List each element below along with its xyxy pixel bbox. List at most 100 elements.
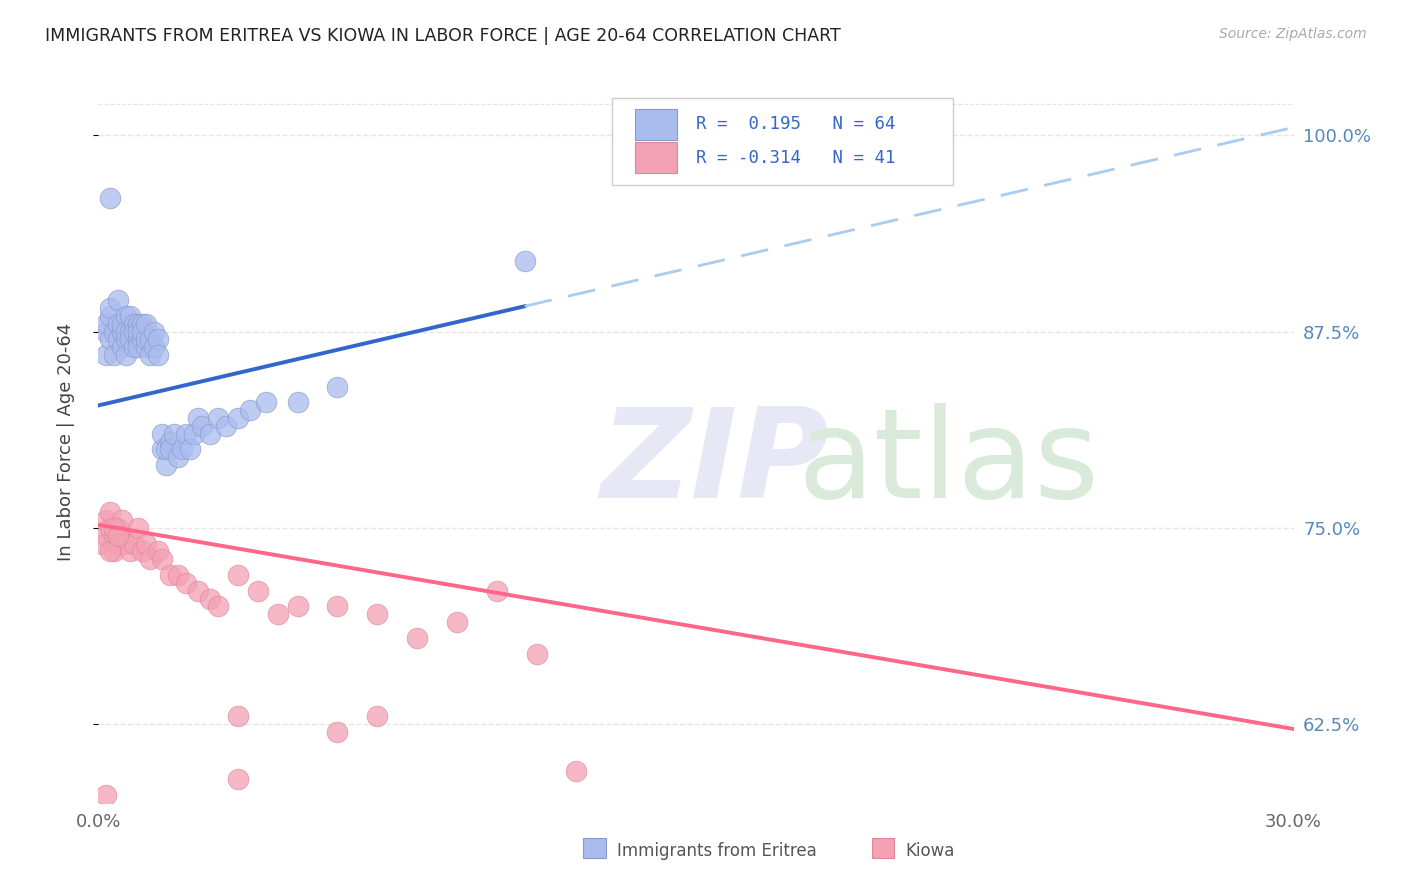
Point xyxy=(167,450,190,465)
Point xyxy=(111,513,134,527)
Point xyxy=(103,521,125,535)
Text: R = -0.314   N = 41: R = -0.314 N = 41 xyxy=(696,149,896,167)
Point xyxy=(96,317,118,331)
Point xyxy=(207,411,229,425)
Point xyxy=(183,426,205,441)
Point xyxy=(115,333,138,347)
Text: Source: ZipAtlas.com: Source: ZipAtlas.com xyxy=(1219,27,1367,41)
Point xyxy=(96,788,118,802)
Point xyxy=(107,317,129,331)
Point xyxy=(107,333,129,347)
Point xyxy=(148,333,170,347)
Point xyxy=(135,333,157,347)
Point xyxy=(127,325,149,339)
Point xyxy=(139,348,162,362)
Point xyxy=(198,591,221,606)
Point xyxy=(179,442,201,457)
Point xyxy=(366,607,388,622)
Text: atlas: atlas xyxy=(797,402,1099,524)
FancyBboxPatch shape xyxy=(636,109,676,139)
Point xyxy=(103,325,125,339)
Text: Immigrants from Eritrea: Immigrants from Eritrea xyxy=(617,842,817,860)
Point xyxy=(115,309,138,323)
Point xyxy=(150,426,173,441)
Point xyxy=(131,544,153,558)
Point xyxy=(267,607,290,622)
Point xyxy=(198,426,221,441)
Point xyxy=(226,568,249,582)
Point xyxy=(98,301,122,315)
Point xyxy=(120,325,142,339)
Point xyxy=(326,725,349,739)
Point xyxy=(98,333,122,347)
Point xyxy=(127,521,149,535)
Text: Kiowa: Kiowa xyxy=(905,842,955,860)
Point xyxy=(115,325,138,339)
Point xyxy=(326,599,349,614)
Point xyxy=(96,529,118,543)
Point xyxy=(127,340,149,354)
Point xyxy=(239,403,262,417)
Point xyxy=(96,348,118,362)
Point xyxy=(111,325,134,339)
Point xyxy=(187,583,209,598)
Point xyxy=(226,709,249,723)
Y-axis label: In Labor Force | Age 20-64: In Labor Force | Age 20-64 xyxy=(56,322,75,561)
Point xyxy=(135,317,157,331)
Point xyxy=(107,521,129,535)
Point xyxy=(115,536,138,550)
Point xyxy=(107,293,129,308)
Point xyxy=(150,552,173,566)
Point xyxy=(124,325,146,339)
Point xyxy=(120,333,142,347)
FancyBboxPatch shape xyxy=(613,98,953,185)
Point xyxy=(513,253,536,268)
Text: ZIP: ZIP xyxy=(600,402,830,524)
Point xyxy=(98,505,122,519)
Point xyxy=(226,411,249,425)
Point xyxy=(226,772,249,787)
Point xyxy=(148,544,170,558)
Point xyxy=(111,340,134,354)
Point xyxy=(124,317,146,331)
Point xyxy=(254,395,277,409)
Point xyxy=(143,325,166,339)
Point xyxy=(103,348,125,362)
Point xyxy=(159,434,181,449)
Point xyxy=(143,340,166,354)
Point xyxy=(485,583,508,598)
Point xyxy=(107,529,129,543)
Point xyxy=(127,317,149,331)
Point xyxy=(131,325,153,339)
Point xyxy=(167,568,190,582)
Point xyxy=(139,552,162,566)
Point xyxy=(565,764,588,779)
Text: IMMIGRANTS FROM ERITREA VS KIOWA IN LABOR FORCE | AGE 20-64 CORRELATION CHART: IMMIGRANTS FROM ERITREA VS KIOWA IN LABO… xyxy=(45,27,841,45)
Point xyxy=(135,536,157,550)
Point xyxy=(131,317,153,331)
Text: R =  0.195   N = 64: R = 0.195 N = 64 xyxy=(696,115,896,133)
Point xyxy=(96,325,118,339)
Point xyxy=(107,536,129,550)
Point xyxy=(191,418,214,433)
Point xyxy=(139,333,162,347)
Point xyxy=(174,426,197,441)
Point xyxy=(155,442,177,457)
Point xyxy=(215,418,238,433)
Point xyxy=(131,333,153,347)
Point xyxy=(406,631,429,645)
Point xyxy=(98,544,122,558)
Point xyxy=(526,647,548,661)
Point xyxy=(155,458,177,472)
Point xyxy=(120,309,142,323)
Point xyxy=(159,568,181,582)
Point xyxy=(98,309,122,323)
Point xyxy=(111,529,134,543)
Point xyxy=(187,411,209,425)
Point xyxy=(124,340,146,354)
Point xyxy=(96,513,118,527)
Point xyxy=(174,575,197,590)
Point xyxy=(172,442,194,457)
Point xyxy=(127,333,149,347)
Point xyxy=(98,521,122,535)
